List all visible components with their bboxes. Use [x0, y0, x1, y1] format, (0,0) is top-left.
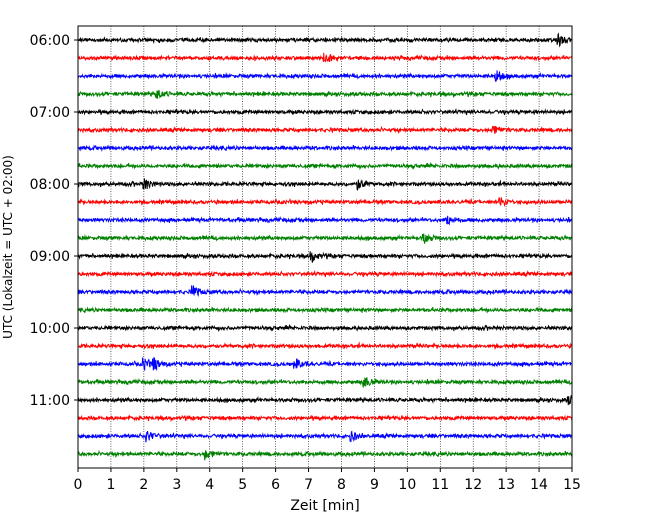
trace-line [77, 270, 573, 278]
y-axis-label: UTC (Lokalzeit = UTC + 02:00) [1, 155, 15, 339]
trace-0715 [77, 125, 573, 135]
trace-0700 [77, 108, 573, 116]
trace-line [77, 32, 573, 48]
x-grid [110, 26, 540, 468]
trace-line [77, 144, 573, 153]
trace-0600 [77, 32, 573, 48]
x-tick-label: 2 [139, 477, 148, 493]
trace-line [77, 430, 573, 443]
y-tick-label: 07:00 [30, 105, 70, 121]
trace-0900 [77, 251, 573, 263]
trace-line [77, 52, 573, 63]
y-tick-label: 08:00 [30, 177, 70, 193]
x-tick-label: 10 [398, 477, 416, 493]
trace-line [77, 89, 573, 99]
trace-1000 [77, 323, 573, 333]
x-tick-label: 1 [106, 477, 115, 493]
trace-0800 [77, 178, 573, 191]
x-tick-label: 8 [337, 477, 346, 493]
trace-line [77, 341, 573, 350]
trace-line [77, 161, 573, 171]
trace-line [77, 108, 573, 116]
x-tick-label: 14 [530, 477, 548, 493]
x-axis-label: Zeit [min] [290, 498, 359, 514]
trace-line [77, 215, 573, 226]
y-tick-label: 06:00 [30, 33, 70, 49]
trace-1030 [77, 356, 573, 372]
trace-line [77, 285, 573, 298]
trace-line [77, 377, 573, 388]
trace-line [77, 125, 573, 135]
x-tick-label: 5 [238, 477, 247, 493]
y-axis: 06:00 07:00 08:00 09:00 10:00 11:00 [30, 33, 78, 409]
trace-1145 [77, 449, 573, 461]
y-tick-label: 11:00 [30, 393, 70, 409]
x-tick-label: 9 [370, 477, 379, 493]
y-tick-label: 10:00 [30, 321, 70, 337]
trace-1130 [77, 430, 573, 443]
x-tick-label: 15 [563, 477, 581, 493]
trace-line [77, 233, 573, 244]
x-tick-label: 13 [497, 477, 515, 493]
x-tick-label: 7 [304, 477, 313, 493]
x-tick-label: 0 [74, 477, 83, 493]
trace-line [77, 449, 573, 461]
trace-line [77, 178, 573, 191]
trace-0815 [77, 196, 573, 207]
trace-line [77, 70, 573, 82]
x-tick-label: 6 [271, 477, 280, 493]
trace-0915 [77, 270, 573, 278]
trace-0930 [77, 285, 573, 298]
trace-line [77, 356, 573, 372]
trace-1045 [77, 377, 573, 388]
trace-0645 [77, 89, 573, 99]
plot-background [78, 26, 572, 468]
trace-line [77, 414, 573, 423]
y-tick-label: 09:00 [30, 249, 70, 265]
plot-frame [77, 25, 573, 469]
trace-line [77, 394, 573, 406]
trace-0745 [77, 161, 573, 171]
trace-0845 [77, 233, 573, 244]
trace-0830 [77, 215, 573, 226]
trace-0730 [77, 144, 573, 153]
trace-line [77, 306, 573, 314]
x-tick-label: 11 [431, 477, 449, 493]
trace-line [77, 196, 573, 207]
x-tick-label: 4 [205, 477, 214, 493]
seismic-traces [77, 32, 573, 461]
trace-1100 [77, 394, 573, 406]
trace-0945 [77, 306, 573, 314]
x-tick-label: 3 [172, 477, 181, 493]
trace-line [77, 251, 573, 263]
trace-line [77, 323, 573, 333]
x-axis: 0 1 2 3 4 5 6 7 8 9 10 11 12 13 14 15 [74, 468, 581, 493]
x-tick-label: 12 [464, 477, 482, 493]
trace-0630 [77, 70, 573, 82]
trace-1115 [77, 414, 573, 423]
trace-0615 [77, 52, 573, 63]
trace-1015 [77, 341, 573, 350]
